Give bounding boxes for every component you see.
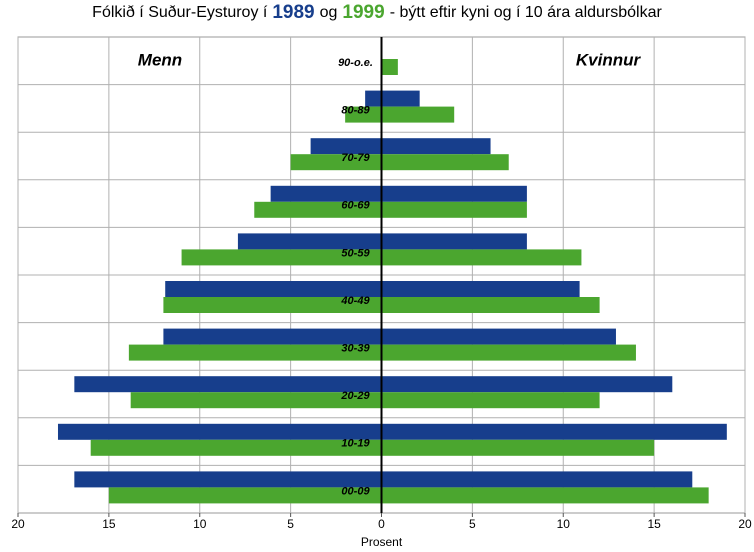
x-tick-label: 20 bbox=[11, 517, 25, 531]
bar-women bbox=[381, 328, 616, 345]
bar-women bbox=[381, 185, 527, 202]
x-tick-label: 10 bbox=[557, 517, 571, 531]
bar-women bbox=[381, 154, 509, 171]
bar-women bbox=[381, 59, 398, 75]
side-label: Menn bbox=[138, 50, 182, 69]
title-year: 1989 bbox=[272, 2, 315, 23]
x-tick-label: 5 bbox=[469, 517, 476, 531]
bar-men bbox=[365, 90, 382, 107]
bar-men bbox=[181, 249, 382, 266]
bar-men bbox=[254, 201, 382, 218]
bar-women bbox=[381, 201, 527, 218]
title-part: Fólkið í Suður-Eysturoy í bbox=[92, 4, 268, 21]
bar-women bbox=[381, 487, 709, 504]
age-label: 30-39 bbox=[341, 343, 370, 355]
bar-men bbox=[310, 138, 382, 155]
bar-women bbox=[381, 90, 420, 107]
title-part: og bbox=[319, 4, 338, 21]
x-tick-label: 15 bbox=[102, 517, 116, 531]
bar-women bbox=[381, 423, 727, 440]
age-label: 00-09 bbox=[341, 485, 370, 497]
age-label: 50-59 bbox=[341, 247, 370, 259]
bar-women bbox=[381, 376, 673, 393]
title-year: 1999 bbox=[342, 2, 385, 23]
x-tick-label: 20 bbox=[738, 517, 752, 531]
bar-women bbox=[381, 471, 693, 488]
bar-women bbox=[381, 439, 655, 456]
bar-women bbox=[381, 106, 455, 123]
age-label: 70-79 bbox=[341, 152, 370, 164]
x-tick-label: 5 bbox=[287, 517, 294, 531]
bar-women bbox=[381, 249, 582, 266]
bar-women bbox=[381, 392, 600, 409]
x-tick-label: 15 bbox=[647, 517, 661, 531]
age-label: 20-29 bbox=[340, 390, 370, 402]
bar-men bbox=[163, 297, 382, 313]
age-label: 10-19 bbox=[341, 438, 370, 450]
bar-men bbox=[108, 487, 382, 504]
bar-men bbox=[290, 154, 382, 171]
age-label: 40-49 bbox=[340, 295, 370, 307]
age-label: 60-69 bbox=[341, 200, 370, 212]
chart-title: Fólkið í Suður-Eysturoy í 1989 og 1999 -… bbox=[0, 2, 754, 23]
x-tick-label: 10 bbox=[193, 517, 207, 531]
bar-men bbox=[345, 106, 382, 123]
bar-men bbox=[165, 281, 382, 297]
bar-men bbox=[74, 471, 382, 488]
bar-women bbox=[381, 138, 491, 155]
x-axis-label: Prosent bbox=[361, 535, 403, 549]
bar-women bbox=[381, 297, 600, 313]
bar-men bbox=[237, 233, 382, 250]
bar-women bbox=[381, 233, 527, 250]
bar-women bbox=[381, 281, 580, 297]
bar-men bbox=[130, 392, 382, 409]
title-part: - býtt eftir kyni og í 10 ára aldursbólk… bbox=[389, 4, 662, 21]
bar-women bbox=[381, 344, 636, 361]
bar-men bbox=[90, 439, 382, 456]
bar-men bbox=[57, 423, 382, 440]
bar-men bbox=[74, 376, 382, 393]
age-label: 80-89 bbox=[341, 105, 370, 117]
bar-men bbox=[270, 185, 382, 202]
bar-men bbox=[163, 328, 382, 345]
bar-men bbox=[128, 344, 382, 361]
side-label: Kvinnur bbox=[576, 50, 642, 69]
x-tick-label: 0 bbox=[378, 517, 385, 531]
age-label: 90-o.e. bbox=[338, 57, 373, 69]
